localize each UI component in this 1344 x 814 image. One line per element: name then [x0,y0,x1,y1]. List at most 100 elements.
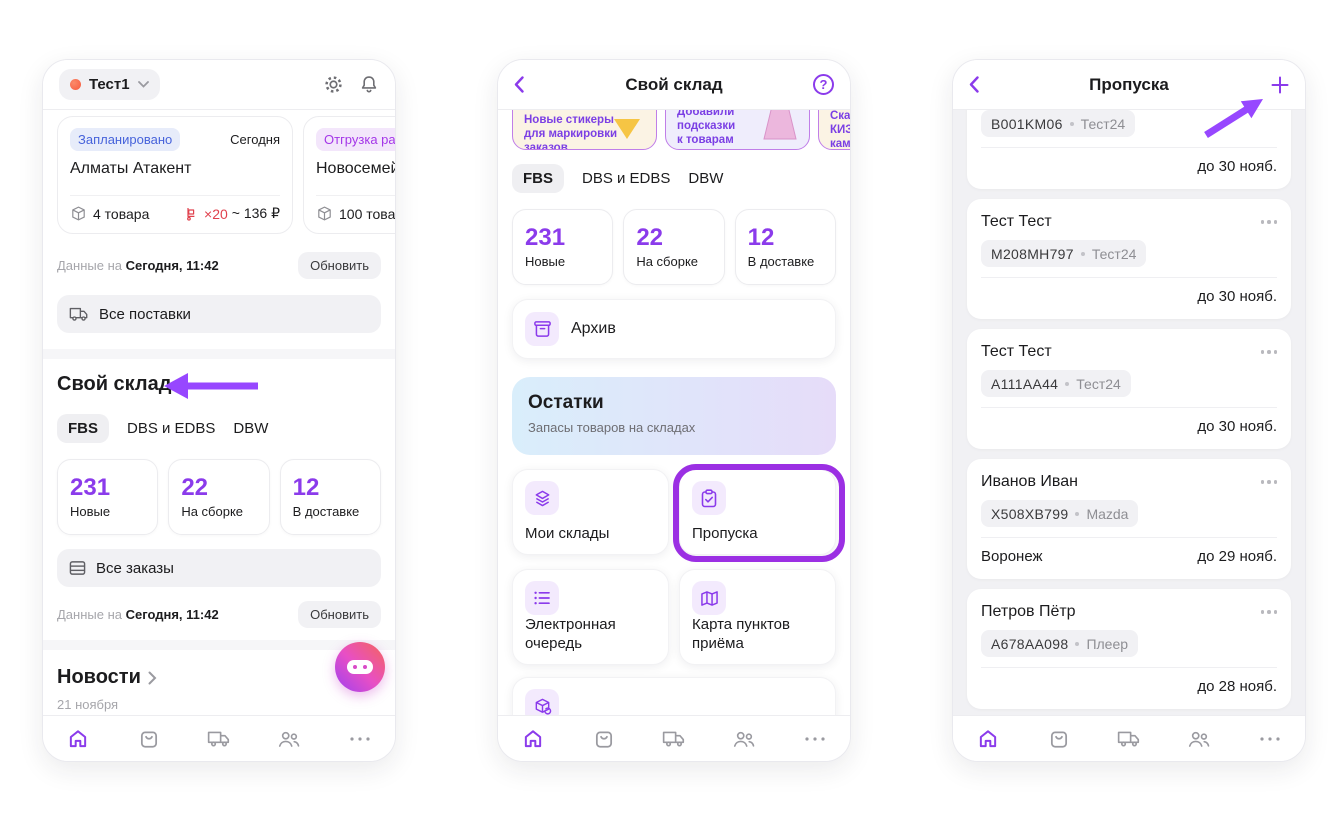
nav-partners[interactable] [1177,719,1221,759]
nav-products[interactable] [127,719,171,759]
nav-more[interactable] [1248,719,1292,759]
pass-card[interactable]: Петров Пётр А678АА098 Плеер до 28 нояб. [967,589,1291,709]
stat-assembling[interactable]: 22 На сборке [623,209,725,285]
nav-more[interactable] [793,719,837,759]
chevron-left-icon [969,76,979,93]
tab-fbs[interactable]: FBS [57,414,109,443]
updated-time: Сегодня, 11:42 [125,607,219,622]
chat-robot-icon [347,660,373,674]
all-supplies-button[interactable]: Все поставки [57,295,381,333]
stock-card[interactable]: Остатки Запасы товаров на складах [512,377,836,455]
dot-separator [1069,121,1074,126]
pass-name: Тест Тест [981,213,1052,230]
settings-gear-icon[interactable] [323,74,344,95]
section-divider [43,640,395,650]
banner-kiz-scan[interactable]: Скан КИЗ с камер [818,110,850,150]
pass-menu-button[interactable] [1260,606,1277,618]
menu-acceptance-points-map[interactable]: Карта пунктов приёма [679,569,836,665]
menu-partial-card[interactable] [512,677,836,715]
banner-text: Скан [830,110,850,122]
supply-warehouse-title: Новосемей [316,160,395,177]
refresh-button[interactable]: Обновить [298,252,381,279]
stat-new-orders[interactable]: 231 Новые [57,459,159,535]
banner-product-hints[interactable]: Добавили подсказки к товарам [665,110,810,150]
stat-value: 12 [747,223,775,251]
pass-menu-button[interactable] [1260,346,1277,358]
stat-assembling[interactable]: 22 На сборке [168,459,270,535]
pass-name: Петров Пётр [981,603,1076,620]
tab-dbw[interactable]: DBW [233,420,269,437]
menu-passes[interactable]: Пропуска [679,469,836,555]
pass-card[interactable]: Тест Тест М208МН797 Тест24 до 30 нояб. [967,199,1291,319]
notifications-bell-icon[interactable] [359,74,379,95]
account-selector[interactable]: Тест1 [59,69,160,100]
stat-delivering[interactable]: 12 В доставке [734,209,836,285]
nav-home[interactable] [511,719,555,759]
nav-partners[interactable] [722,719,766,759]
vehicle-plate-pill: М208МН797 Тест24 [981,240,1147,267]
pass-menu-button[interactable] [1260,476,1277,488]
banner-stickers[interactable]: Новые стикеры для маркировки заказов [512,110,657,150]
nav-supplies[interactable] [197,719,241,759]
vehicle-name: Mazda [1086,505,1129,522]
tab-dbs-edbs[interactable]: DBS и EDBS [127,420,216,437]
supply-card[interactable]: Отгрузка ра Новосемей 100 това [303,116,395,234]
tab-fbs[interactable]: FBS [512,164,564,193]
add-pass-button[interactable] [1271,76,1289,94]
stat-label: На сборке [181,503,244,519]
plate-number: М208МН797 [991,245,1074,262]
supply-card[interactable]: Запланировано Сегодня Алматы Атакент 4 т… [57,116,293,234]
supply-cards-row: Запланировано Сегодня Алматы Атакент 4 т… [57,116,395,234]
dot-separator [1065,381,1070,386]
plate-number: B001KM06 [991,115,1063,132]
question-icon: ? [819,77,828,92]
back-button[interactable] [514,76,524,93]
help-button[interactable]: ? [813,74,834,95]
vehicle-plate-pill: А678АА098 Плеер [981,630,1139,657]
pass-card[interactable]: B001KM06 Тест24 до 30 нояб. [967,110,1291,189]
banner-text: КИЗ с [830,124,850,136]
nav-supplies[interactable] [1107,719,1151,759]
banner-text: для маркировки [524,128,618,140]
support-chat-fab[interactable] [335,642,385,692]
nav-supplies[interactable] [652,719,696,759]
pass-card[interactable]: Тест Тест А111АА44 Тест24 до 30 нояб. [967,329,1291,449]
ellipsis-icon [1260,736,1280,741]
updated-prefix: Данные на [57,607,126,622]
refresh-button[interactable]: Обновить [298,601,381,628]
box-return-icon [525,689,559,715]
tab-dbw[interactable]: DBW [688,170,724,187]
all-orders-button[interactable]: Все заказы [57,549,381,587]
tab-dbs-edbs[interactable]: DBS и EDBS [582,170,671,187]
chevron-right-icon [178,378,187,391]
menu-my-warehouses[interactable]: Мои склады [512,469,669,555]
valid-until: до 28 нояб. [1197,677,1277,695]
stat-new-orders[interactable]: 231 Новые [512,209,614,285]
menu-electronic-queue[interactable]: Электронная очередь [512,569,669,665]
vehicle-name: Тест24 [1091,245,1137,262]
pass-card[interactable]: Иванов Иван Х508ХВ799 Mazda Воронеж до 2… [967,459,1291,579]
supply-date: Сегодня [230,132,280,147]
nav-home[interactable] [966,719,1010,759]
nav-home[interactable] [56,719,100,759]
all-orders-label: Все заказы [96,559,174,577]
nav-more[interactable] [338,719,382,759]
passes-list: B001KM06 Тест24 до 30 нояб. Тест Тест М2… [953,110,1305,715]
status-badge: Запланировано [70,128,181,151]
truck-icon [662,731,685,746]
back-button[interactable] [969,76,979,93]
stat-value: 231 [70,473,111,501]
own-warehouse-section-link[interactable]: Свой склад [57,373,381,396]
nav-partners[interactable] [267,719,311,759]
nav-products[interactable] [582,719,626,759]
updated-time: Сегодня, 11:42 [125,258,219,273]
nav-products[interactable] [1037,719,1081,759]
valid-until: до 30 нояб. [1197,157,1277,175]
archive-button[interactable]: Архив [512,299,836,359]
stat-delivering[interactable]: 12 В доставке [279,459,381,535]
clipboard-check-icon [692,481,726,515]
pass-menu-button[interactable] [1260,216,1277,228]
news-section-link[interactable]: Новости [57,666,381,689]
plus-icon [1271,76,1289,93]
map-icon [692,581,726,615]
